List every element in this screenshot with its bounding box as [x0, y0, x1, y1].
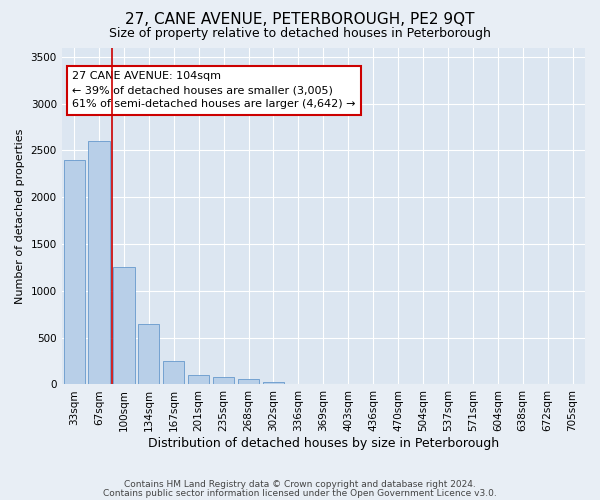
Bar — [88, 141, 110, 384]
Bar — [213, 378, 234, 384]
Text: 27, CANE AVENUE, PETERBOROUGH, PE2 9QT: 27, CANE AVENUE, PETERBOROUGH, PE2 9QT — [125, 12, 475, 28]
Bar — [263, 382, 284, 384]
Text: Contains HM Land Registry data © Crown copyright and database right 2024.: Contains HM Land Registry data © Crown c… — [124, 480, 476, 489]
Y-axis label: Number of detached properties: Number of detached properties — [15, 128, 25, 304]
Text: Size of property relative to detached houses in Peterborough: Size of property relative to detached ho… — [109, 28, 491, 40]
X-axis label: Distribution of detached houses by size in Peterborough: Distribution of detached houses by size … — [148, 437, 499, 450]
Bar — [163, 361, 184, 384]
Text: 27 CANE AVENUE: 104sqm
← 39% of detached houses are smaller (3,005)
61% of semi-: 27 CANE AVENUE: 104sqm ← 39% of detached… — [72, 71, 356, 109]
Bar — [238, 379, 259, 384]
Bar — [113, 268, 134, 384]
Bar — [64, 160, 85, 384]
Text: Contains public sector information licensed under the Open Government Licence v3: Contains public sector information licen… — [103, 489, 497, 498]
Bar — [188, 375, 209, 384]
Bar — [138, 324, 160, 384]
